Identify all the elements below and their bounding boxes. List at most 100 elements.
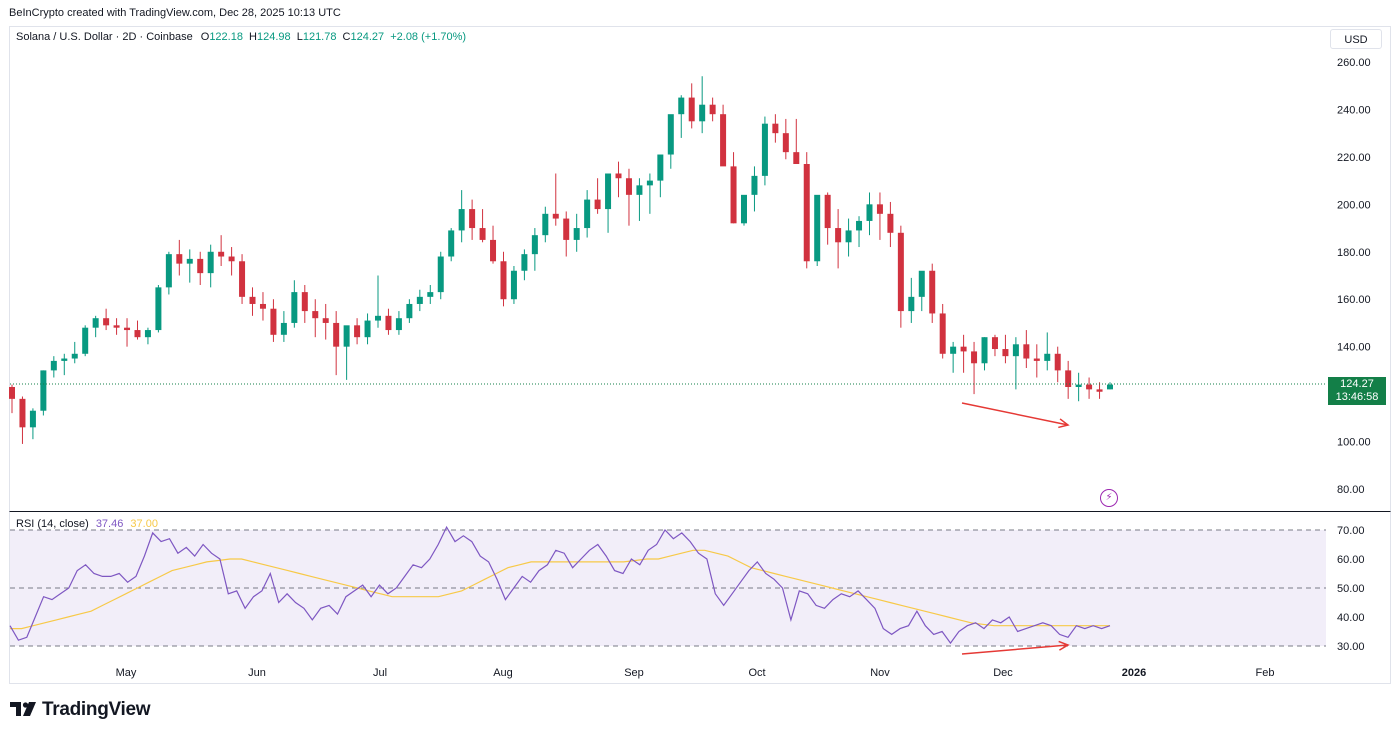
candle-body [270,308,277,335]
candle-body [312,311,319,319]
rsi-legend: RSI (14, close) 37.46 37.00 [16,518,158,530]
price-axis-label: 140.00 [1337,342,1371,354]
candle-body [124,327,131,331]
open-label: O [200,31,210,43]
candle-body [761,123,768,176]
candle-body [207,251,214,274]
candle-body [960,346,967,352]
candle-body [782,133,789,153]
brand-name: TradingView [42,699,151,720]
candle-body [333,322,340,347]
candle-body [155,287,162,331]
price-axis-label: 220.00 [1337,152,1371,164]
candle-body [1044,353,1051,361]
candle-body [1086,384,1093,390]
rsi-value: 37.46 [95,518,124,530]
rsi-axis-label: 70.00 [1337,525,1365,537]
candle-body [113,325,120,328]
candle-body [29,410,36,428]
tradingview-logo-icon [10,699,38,720]
candle-body [9,386,15,399]
time-axis-label: 2026 [1122,667,1146,679]
candle-body [490,239,497,262]
candle-body [793,152,800,165]
rsi-ma-value: 37.00 [130,518,158,530]
symbol-title[interactable]: Solana / U.S. Dollar · 2D · Coinbase [16,31,193,43]
candle-body [249,296,256,304]
candle-body [1054,353,1061,371]
time-axis-label: Feb [1256,667,1275,679]
candle-body [709,104,716,115]
rsi-line [9,525,1111,645]
candle-body [835,228,842,243]
time-axis-label: Jun [248,667,266,679]
candle-body [605,173,612,210]
candle-body [814,194,821,262]
open-value: 122.18 [209,31,243,43]
candle-body [730,166,737,224]
candle-body [1075,384,1082,387]
candle-body [322,318,329,323]
candle-body [918,270,925,297]
candle-body [301,292,308,312]
candle-body [479,228,486,240]
high-value: 124.98 [256,31,291,43]
candle-body [19,398,26,428]
brand[interactable]: TradingView [10,699,151,721]
candle-body [510,270,517,300]
currency-button[interactable]: USD [1330,29,1382,49]
price-axis-label: 260.00 [1337,57,1371,69]
candle-body [385,315,392,331]
lightning-icon[interactable]: ⚡ [1100,489,1118,507]
price-pane[interactable] [9,26,1391,511]
candle-body [1107,384,1113,390]
rsi-axis-label: 30.00 [1337,641,1365,653]
candle-body [291,292,298,323]
candle-body [720,114,727,167]
last-price-value: 124.27 [1340,378,1374,390]
price-axis-label: 180.00 [1337,247,1371,259]
candle-body [375,315,381,321]
candle-body [939,313,946,354]
candle-body [552,213,559,219]
candle-body [343,325,350,347]
price-axis-label: 240.00 [1337,104,1371,116]
low-label: L [296,31,303,43]
candle-body [531,235,538,255]
rsi-axis-label: 50.00 [1337,583,1365,595]
candle-body [71,353,78,359]
time-axis-label: Nov [870,667,890,679]
candle-body [981,337,988,364]
price-axis-label: 200.00 [1337,199,1371,211]
price-divergence-arrow [961,402,1069,426]
rsi-divergence-arrow [961,644,1069,655]
candle-body [416,296,423,304]
chart-credit: BeInCrypto created with TradingView.com,… [9,7,341,19]
candle-body [897,232,904,312]
candle-body [751,175,758,195]
candle-body [991,337,998,350]
time-axis-label: Dec [993,667,1013,679]
bar-countdown: 13:46:58 [1335,391,1379,403]
candle-body [521,254,528,271]
candle-body [280,322,287,335]
candle-body [699,104,706,122]
price-axis-label: 100.00 [1337,437,1371,449]
time-axis-label: Aug [493,667,513,679]
symbol-legend: Solana / U.S. Dollar · 2D · Coinbase O12… [16,31,466,43]
candle-body [61,358,68,361]
rsi-pane[interactable] [9,511,1391,684]
candle-body [876,204,883,214]
candle-body [950,346,957,354]
candle-body [176,254,183,264]
candle-body [563,218,570,240]
price-divergence-arrow-head [1058,418,1070,429]
candle-body [458,209,465,231]
candle-body [1065,370,1072,387]
candle-body [908,296,915,312]
candle-body [82,327,89,354]
candle-body [134,330,141,338]
candle-body [1023,344,1030,359]
rsi-title[interactable]: RSI (14, close) [16,518,89,530]
